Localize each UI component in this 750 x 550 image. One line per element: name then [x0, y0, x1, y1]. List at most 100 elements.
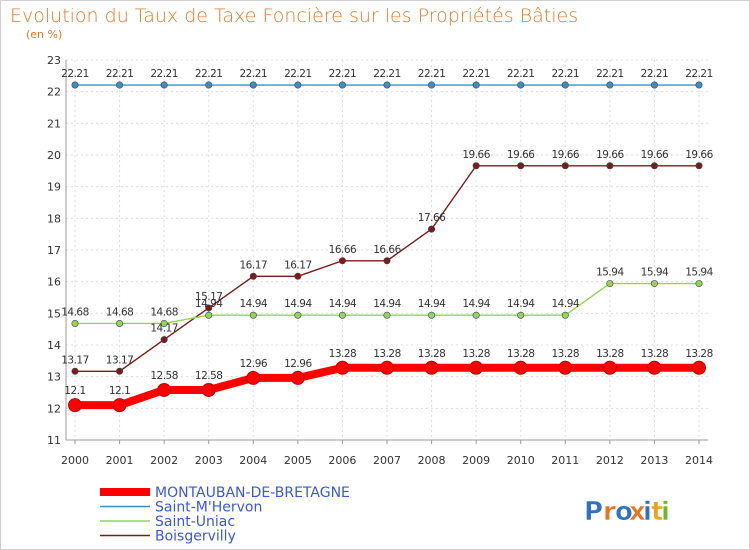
- data-label: 16.66: [329, 244, 357, 256]
- data-point-saint-uniac: [338, 311, 346, 319]
- y-tick-label: 20: [47, 149, 61, 162]
- data-point-saint-m-hervon: [116, 81, 124, 89]
- data-point-saint-m-hervon: [561, 81, 569, 89]
- x-tick-label: 2006: [328, 454, 356, 467]
- data-point-saint-uniac: [116, 319, 124, 327]
- data-label: 14.94: [462, 298, 490, 310]
- data-label: 22.21: [329, 68, 357, 80]
- data-label: 22.21: [641, 68, 669, 80]
- axes: 11 12 13 14 15 16 17 18 19 20 21 22 23 2000 2001 2002 20…: [47, 54, 713, 467]
- data-point-saint-uniac: [650, 280, 658, 288]
- data-label: 14.68: [106, 306, 134, 318]
- series-layer: [68, 81, 706, 413]
- data-label: 12.58: [195, 370, 223, 382]
- data-label: 22.21: [195, 68, 223, 80]
- x-tick-label: 2001: [106, 454, 134, 467]
- y-tick-label: 21: [47, 117, 61, 130]
- x-tick-label: 2012: [596, 454, 624, 467]
- data-point-saint-m-hervon: [383, 81, 391, 89]
- data-point-montauban-de-bretagne: [68, 398, 82, 413]
- logo-letter: i: [661, 497, 670, 527]
- x-tick-label: 2014: [685, 454, 713, 467]
- x-tick-label: 2002: [150, 454, 178, 467]
- data-label: 12.58: [150, 370, 178, 382]
- x-tick-label: 2007: [373, 454, 401, 467]
- data-point-boisgervilly: [71, 367, 79, 375]
- data-label: 16.66: [373, 244, 401, 256]
- data-label: 13.28: [373, 348, 401, 360]
- data-label: 14.94: [284, 298, 312, 310]
- data-point-montauban-de-bretagne: [112, 398, 127, 413]
- data-label: 14.94: [418, 298, 446, 310]
- data-label: 15.17: [195, 291, 223, 303]
- data-point-boisgervilly: [116, 367, 124, 375]
- x-tick-label: 2000: [61, 454, 89, 467]
- data-point-saint-m-hervon: [338, 81, 346, 89]
- legend-label: Boisgervilly: [155, 529, 236, 545]
- data-label: 22.21: [596, 68, 624, 80]
- data-point-montauban-de-bretagne: [558, 360, 573, 375]
- data-point-saint-uniac: [695, 280, 703, 288]
- data-point-saint-uniac: [383, 311, 391, 319]
- data-point-saint-uniac: [561, 311, 569, 319]
- data-point-boisgervilly: [428, 225, 436, 233]
- data-point-saint-uniac: [71, 319, 79, 327]
- data-point-saint-uniac: [205, 311, 213, 319]
- data-label: 14.94: [240, 298, 268, 310]
- data-point-boisgervilly: [472, 162, 480, 170]
- data-label: 14.94: [195, 298, 223, 310]
- chart-subtitle: (en %): [26, 28, 62, 41]
- data-point-boisgervilly: [517, 162, 525, 170]
- data-label: 13.28: [507, 348, 535, 360]
- y-tick-label: 16: [47, 276, 61, 289]
- data-label: 19.66: [507, 149, 535, 161]
- data-point-boisgervilly: [338, 257, 346, 265]
- data-point-saint-m-hervon: [650, 81, 658, 89]
- data-label: 13.28: [641, 348, 669, 360]
- y-tick-label: 18: [47, 212, 61, 225]
- data-point-saint-uniac: [472, 311, 480, 319]
- data-point-saint-m-hervon: [695, 81, 703, 89]
- data-label: 17.66: [418, 212, 446, 224]
- data-point-boisgervilly: [561, 162, 569, 170]
- x-tick-label: 2008: [418, 454, 446, 467]
- data-label: 22.21: [685, 68, 713, 80]
- data-labels: 22.21 22.21 22.21 22.21 22.21 22.21 22.21 22.21…: [61, 68, 714, 397]
- data-label: 13.28: [462, 348, 490, 360]
- y-tick-label: 17: [47, 244, 61, 257]
- data-point-boisgervilly: [606, 162, 614, 170]
- data-label: 13.28: [329, 348, 357, 360]
- data-label: 19.66: [685, 149, 713, 161]
- data-label: 14.68: [150, 306, 178, 318]
- data-point-saint-m-hervon: [472, 81, 480, 89]
- data-label: 19.66: [462, 149, 490, 161]
- data-label: 16.17: [240, 259, 268, 271]
- logo-letter: o: [615, 497, 633, 527]
- data-label: 16.17: [284, 259, 312, 271]
- y-tick-label: 13: [47, 371, 61, 384]
- data-point-saint-m-hervon: [517, 81, 525, 89]
- x-tick-label: 2010: [507, 454, 535, 467]
- legend: MONTAUBAN-DE-BRETAGNESaint-M'HervonSaint…: [100, 485, 350, 545]
- logo-letter: i: [643, 497, 652, 527]
- data-label: 13.28: [685, 348, 713, 360]
- data-point-saint-uniac: [606, 280, 614, 288]
- data-point-montauban-de-bretagne: [380, 360, 394, 375]
- data-label: 22.21: [284, 68, 312, 80]
- data-label: 22.21: [418, 68, 446, 80]
- data-point-montauban-de-bretagne: [692, 360, 706, 375]
- data-point-saint-uniac: [428, 311, 436, 319]
- x-tick-label: 2009: [462, 454, 490, 467]
- data-point-boisgervilly: [383, 257, 391, 265]
- y-tick-label: 14: [47, 339, 61, 352]
- logo-letter: t: [651, 497, 663, 527]
- y-tick-label: 19: [47, 181, 61, 194]
- data-label: 14.94: [552, 298, 580, 310]
- data-point-boisgervilly: [695, 162, 703, 170]
- y-tick-label: 23: [47, 54, 61, 67]
- data-label: 22.21: [507, 68, 535, 80]
- data-point-montauban-de-bretagne: [469, 360, 484, 375]
- data-point-montauban-de-bretagne: [602, 360, 617, 375]
- logo-letter: r: [603, 497, 616, 527]
